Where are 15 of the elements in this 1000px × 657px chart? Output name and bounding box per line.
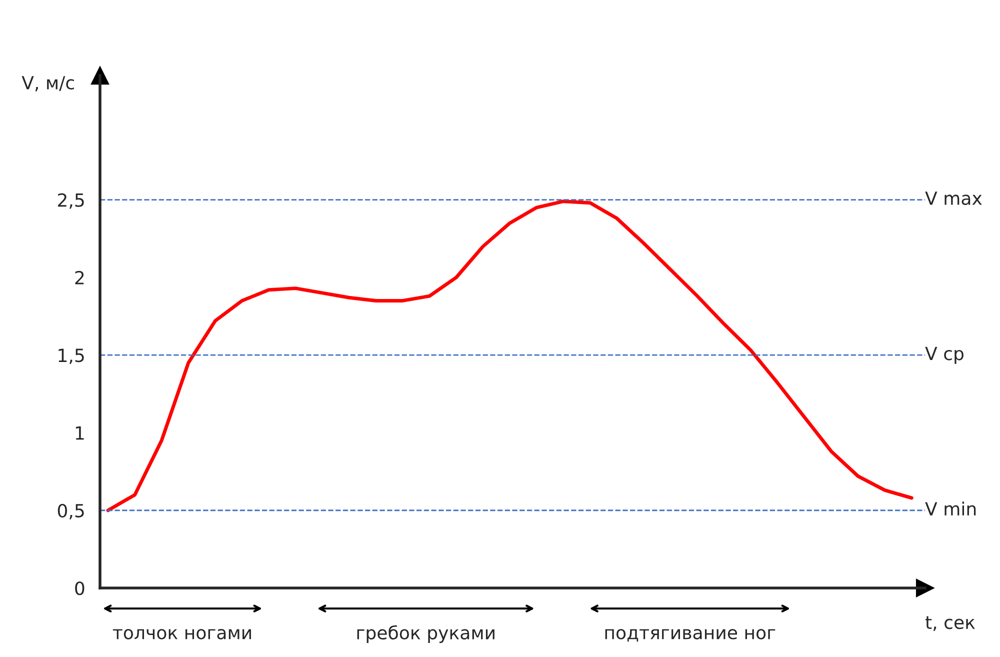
y-tick-label: 2 [75, 270, 84, 284]
text: гребок руками [357, 625, 494, 644]
x-axis-title: t, сек [925, 616, 975, 631]
y-tick-label: 0 [75, 581, 84, 596]
y-tick-label: 1,5 [58, 348, 84, 364]
text: подтягивание ног [605, 629, 776, 642]
text: толчок ногами [112, 629, 251, 640]
line-series [106, 200, 914, 512]
ref-line-label: V min [925, 502, 976, 516]
y-axis-title: V, м/с [22, 76, 74, 92]
y-tick-label: 0,5 [58, 504, 84, 520]
ref-line-label: V ср [925, 346, 964, 364]
y-tick-label: 2,5 [58, 193, 84, 209]
ref-line-label: V max [925, 192, 982, 206]
y-tick-label: 1 [76, 426, 84, 440]
